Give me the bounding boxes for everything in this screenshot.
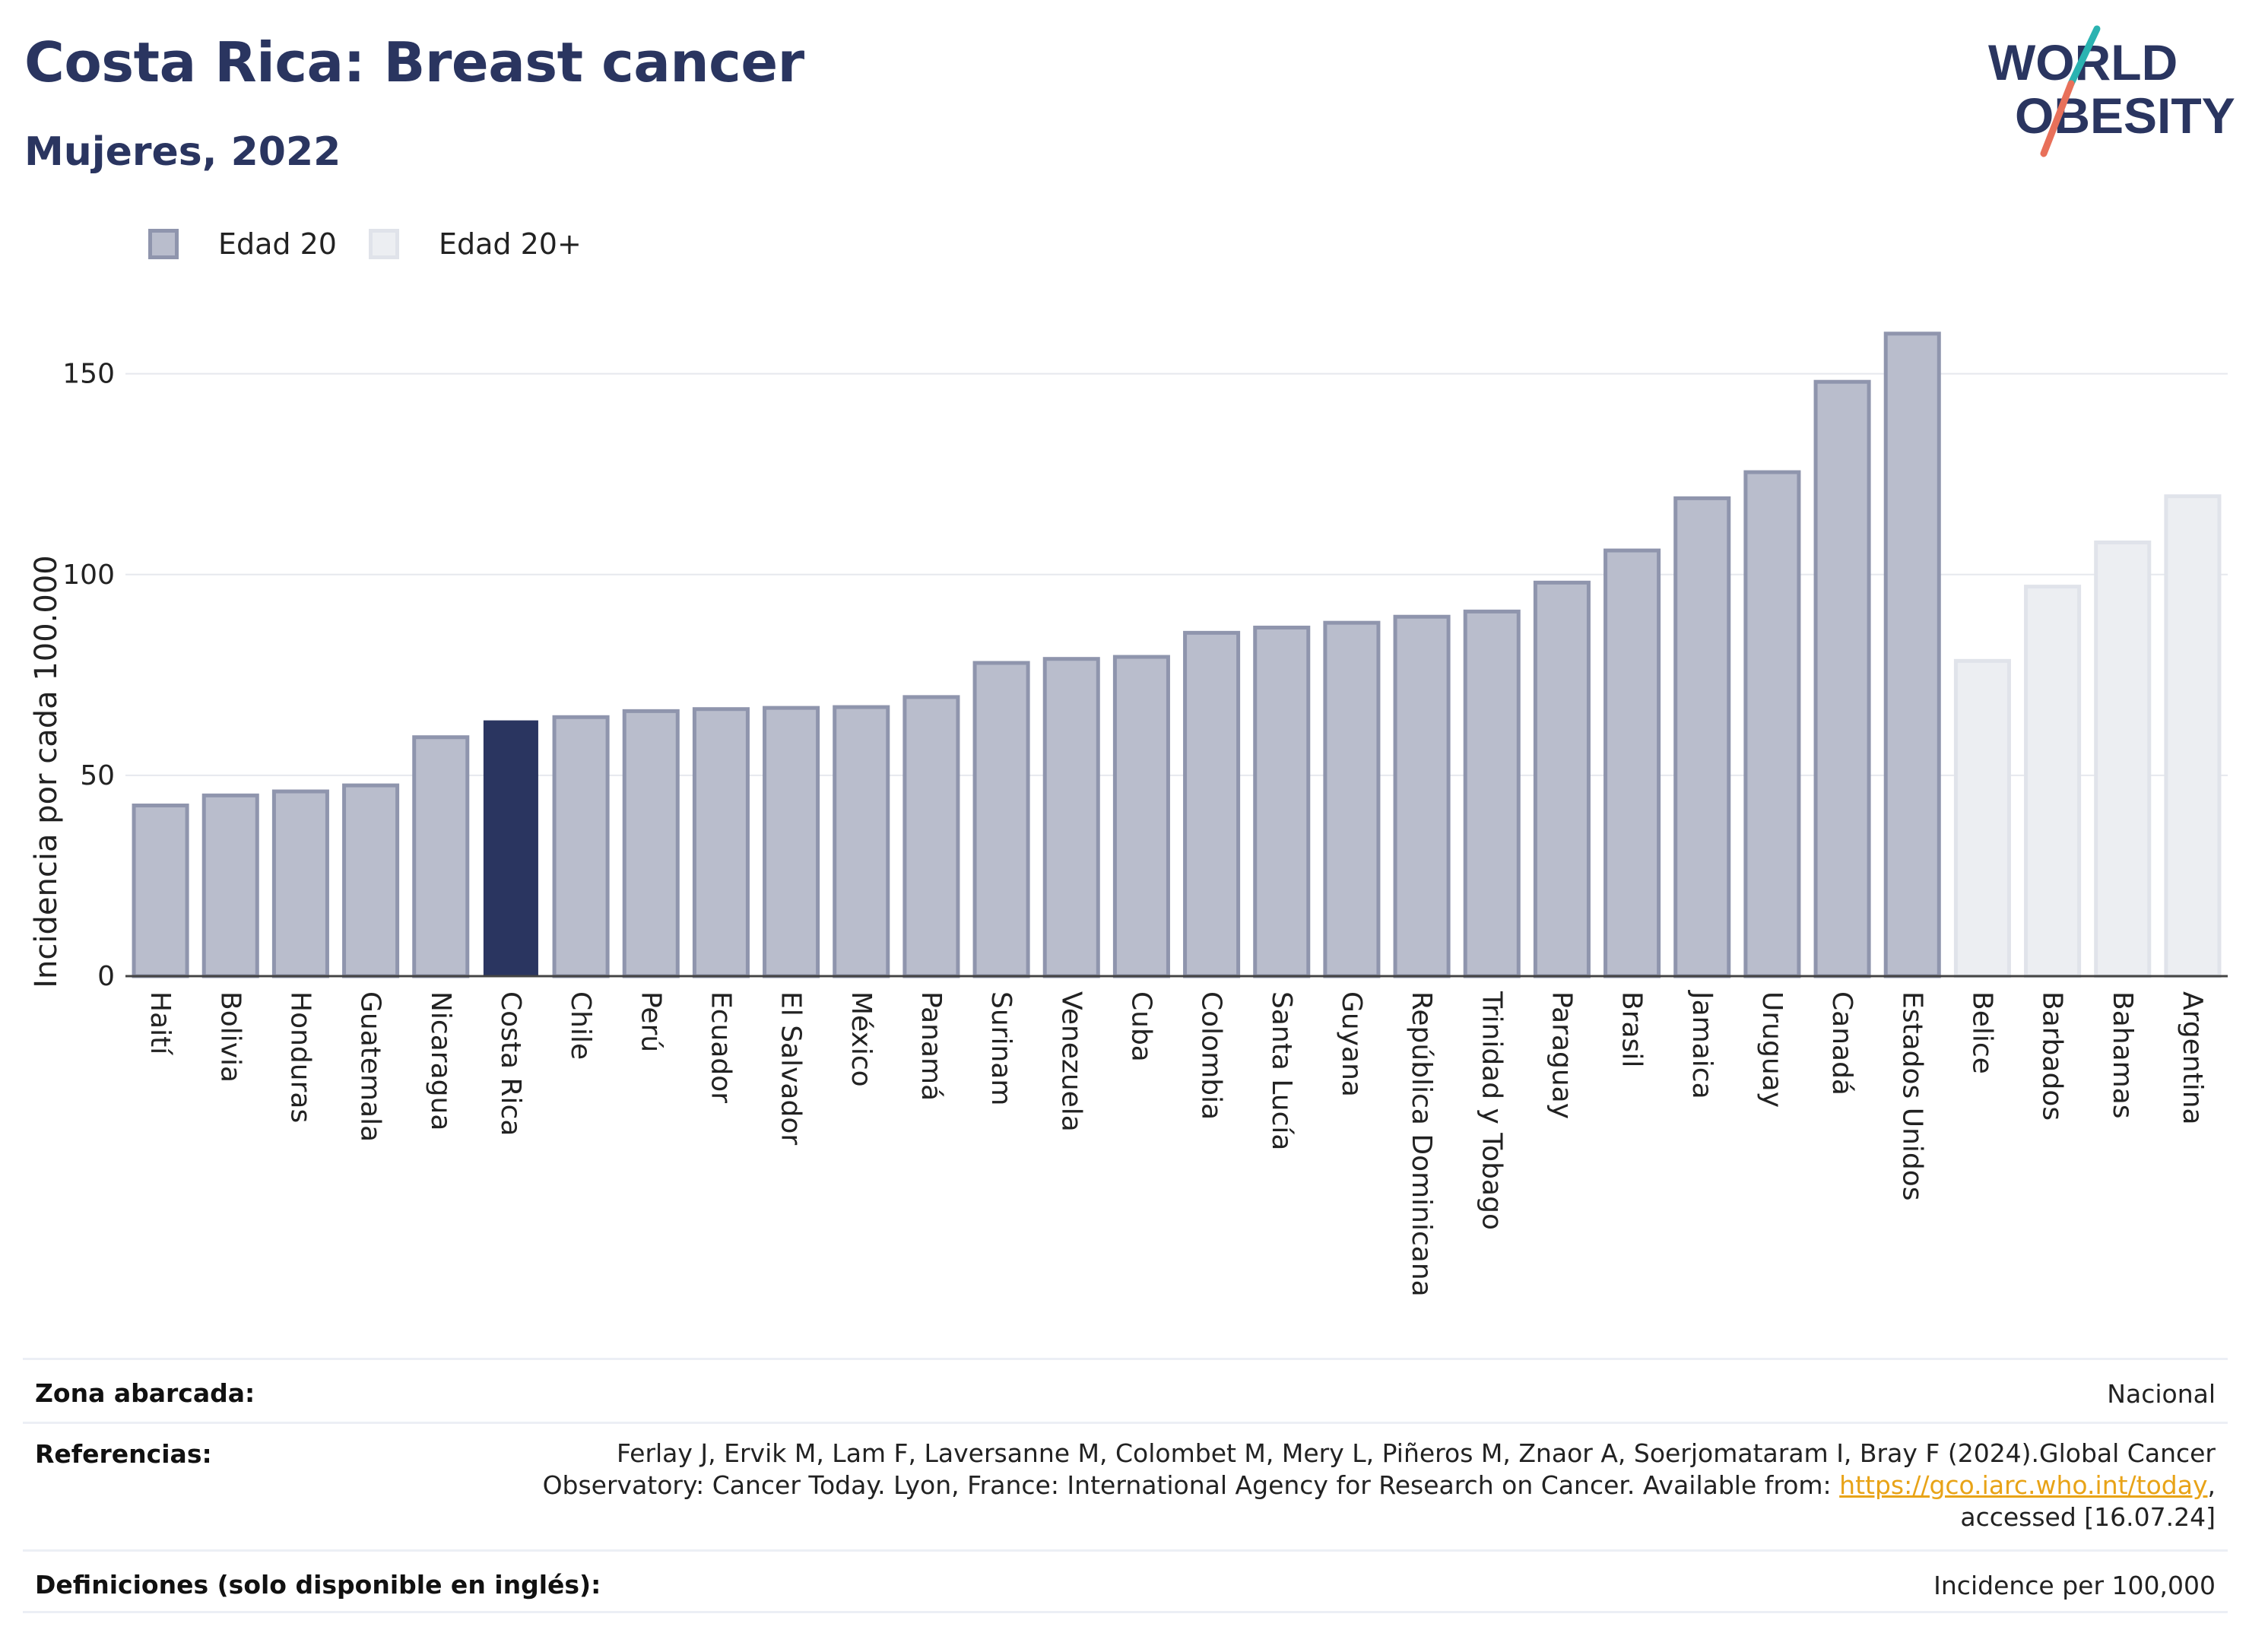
legend-label-edad20: Edad 20 bbox=[218, 227, 337, 261]
bar-surinam[interactable] bbox=[972, 661, 1030, 978]
bar-paraguay[interactable] bbox=[1533, 580, 1591, 978]
bar-brasil[interactable] bbox=[1603, 548, 1661, 978]
legend-swatch-edad20 bbox=[148, 229, 179, 259]
bar-panamá[interactable] bbox=[902, 695, 960, 978]
bar-nicaragua[interactable] bbox=[412, 735, 470, 978]
info-row-referencias: Referencias: Ferlay J, Ervik M, Lam F, L… bbox=[23, 1422, 2228, 1549]
zona-value: Nacional bbox=[2107, 1379, 2216, 1409]
x-tick-label: Guyana bbox=[1336, 991, 1367, 1097]
ref-line2-post: , bbox=[2207, 1470, 2216, 1500]
ref-line2: Observatory: Cancer Today. Lyon, France:… bbox=[543, 1470, 2216, 1501]
info-row-definiciones: Definiciones (solo disponible en inglés)… bbox=[23, 1549, 2228, 1613]
x-tick-label: Surinam bbox=[985, 991, 1017, 1105]
page-title: Costa Rica: Breast cancer bbox=[24, 30, 804, 94]
bar-santa-lucía[interactable] bbox=[1253, 625, 1311, 978]
definiciones-key: Definiciones (solo disponible en inglés)… bbox=[35, 1570, 601, 1600]
x-tick-label: Bahamas bbox=[2107, 991, 2138, 1119]
logo-slash-bottom bbox=[2040, 80, 2075, 157]
x-tick-label: Jamaica bbox=[1686, 990, 1718, 1099]
bar-guyana[interactable] bbox=[1323, 620, 1381, 978]
legend-label-edad20plus: Edad 20+ bbox=[439, 227, 582, 261]
x-tick-label: Chile bbox=[565, 991, 596, 1060]
x-tick-label: Santa Lucía bbox=[1266, 991, 1297, 1150]
bar-república-dominicana[interactable] bbox=[1393, 614, 1451, 978]
x-tick-label: Ecuador bbox=[705, 991, 736, 1103]
world-obesity-logo: WORLD OBESITY bbox=[1988, 25, 2235, 157]
zona-key: Zona abarcada: bbox=[35, 1378, 255, 1408]
bar-perú[interactable] bbox=[622, 709, 680, 978]
x-tick-label: Argentina bbox=[2177, 991, 2208, 1125]
x-tick-label: Costa Rica bbox=[495, 991, 526, 1136]
bar-uruguay[interactable] bbox=[1743, 470, 1801, 978]
x-tick-label: Canadá bbox=[1826, 991, 1857, 1096]
x-tick-label: Paraguay bbox=[1546, 991, 1577, 1119]
bar-chart: 0 50 100 150 Incidencia por cada 100.000 Hait… bbox=[29, 331, 2228, 1297]
referencias-value: Ferlay J, Ervik M, Lam F, Laversanne M, … bbox=[543, 1438, 2216, 1533]
x-tick-label: México bbox=[845, 991, 877, 1087]
y-tick-label: 0 bbox=[97, 961, 115, 992]
x-tick-label: Colombia bbox=[1196, 991, 1227, 1120]
x-tick-label: Perú bbox=[635, 991, 666, 1052]
bar-colombia[interactable] bbox=[1183, 630, 1241, 978]
bar-el-salvador[interactable] bbox=[763, 706, 820, 978]
bar-trinidad-y-tobago[interactable] bbox=[1463, 609, 1521, 978]
bar-bahamas[interactable] bbox=[2094, 541, 2152, 978]
x-tick-label: Trinidad y Tobago bbox=[1476, 991, 1507, 1230]
ref-line2-pre: Observatory: Cancer Today. Lyon, France:… bbox=[542, 1470, 1840, 1500]
bar-estados-unidos[interactable] bbox=[1883, 331, 1941, 978]
bar-ecuador[interactable] bbox=[692, 707, 750, 978]
x-tick-label: Cuba bbox=[1125, 991, 1156, 1062]
y-axis-label: Incidencia por cada 100.000 bbox=[29, 555, 64, 988]
y-tick-label: 150 bbox=[62, 359, 115, 390]
x-tick-label: Uruguay bbox=[1756, 991, 1787, 1108]
x-tick-label: República Dominicana bbox=[1406, 991, 1437, 1297]
x-tick-label: Honduras bbox=[284, 991, 316, 1123]
x-tick-label: Panamá bbox=[915, 991, 947, 1101]
x-tick-label: Haití bbox=[144, 991, 176, 1055]
ref-line3: accessed [16.07.24] bbox=[1960, 1502, 2216, 1532]
info-row-zona: Zona abarcada: Nacional bbox=[23, 1358, 2228, 1422]
ref-line1: Ferlay J, Ervik M, Lam F, Laversanne M, … bbox=[616, 1438, 2216, 1468]
x-tick-label: Guatemala bbox=[355, 991, 386, 1142]
x-tick-label: Estados Unidos bbox=[1896, 991, 1927, 1201]
x-tick-label: El Salvador bbox=[776, 991, 807, 1145]
x-tick-label: Nicaragua bbox=[425, 991, 456, 1130]
logo-slash-top bbox=[2067, 25, 2101, 87]
bar-barbados[interactable] bbox=[2024, 585, 2082, 978]
x-tick-label: Barbados bbox=[2037, 991, 2068, 1121]
info-table: Zona abarcada: Nacional Referencias: Fer… bbox=[23, 1358, 2228, 1613]
bar-haití[interactable] bbox=[132, 804, 189, 978]
bar-costa-rica[interactable] bbox=[483, 720, 538, 978]
referencias-key: Referencias: bbox=[35, 1439, 212, 1469]
bar-canadá[interactable] bbox=[1813, 379, 1871, 978]
y-tick-label: 50 bbox=[80, 760, 115, 791]
ref-link[interactable]: https://gco.iarc.who.int/today bbox=[1839, 1470, 2208, 1500]
x-tick-label: Brasil bbox=[1616, 991, 1648, 1067]
bar-jamaica[interactable] bbox=[1673, 496, 1731, 978]
bar-bolivia[interactable] bbox=[201, 793, 259, 978]
x-tick-label: Bolivia bbox=[214, 991, 246, 1083]
x-tick-label: Belice bbox=[1966, 991, 1997, 1074]
legend-swatch-edad20plus bbox=[369, 229, 399, 259]
bar-chile[interactable] bbox=[552, 715, 610, 978]
bar-argentina[interactable] bbox=[2164, 494, 2222, 978]
bar-venezuela[interactable] bbox=[1042, 657, 1100, 978]
page-subtitle: Mujeres, 2022 bbox=[24, 129, 341, 175]
y-tick-label: 100 bbox=[62, 560, 115, 591]
bar-méxico[interactable] bbox=[833, 705, 890, 978]
x-tick-label: Venezuela bbox=[1055, 991, 1086, 1132]
definiciones-value: Incidence per 100,000 bbox=[1933, 1571, 2216, 1600]
bar-cuba[interactable] bbox=[1112, 655, 1170, 978]
bar-honduras[interactable] bbox=[271, 789, 329, 978]
bar-guatemala[interactable] bbox=[342, 783, 400, 978]
bar-belice[interactable] bbox=[1953, 658, 2011, 978]
